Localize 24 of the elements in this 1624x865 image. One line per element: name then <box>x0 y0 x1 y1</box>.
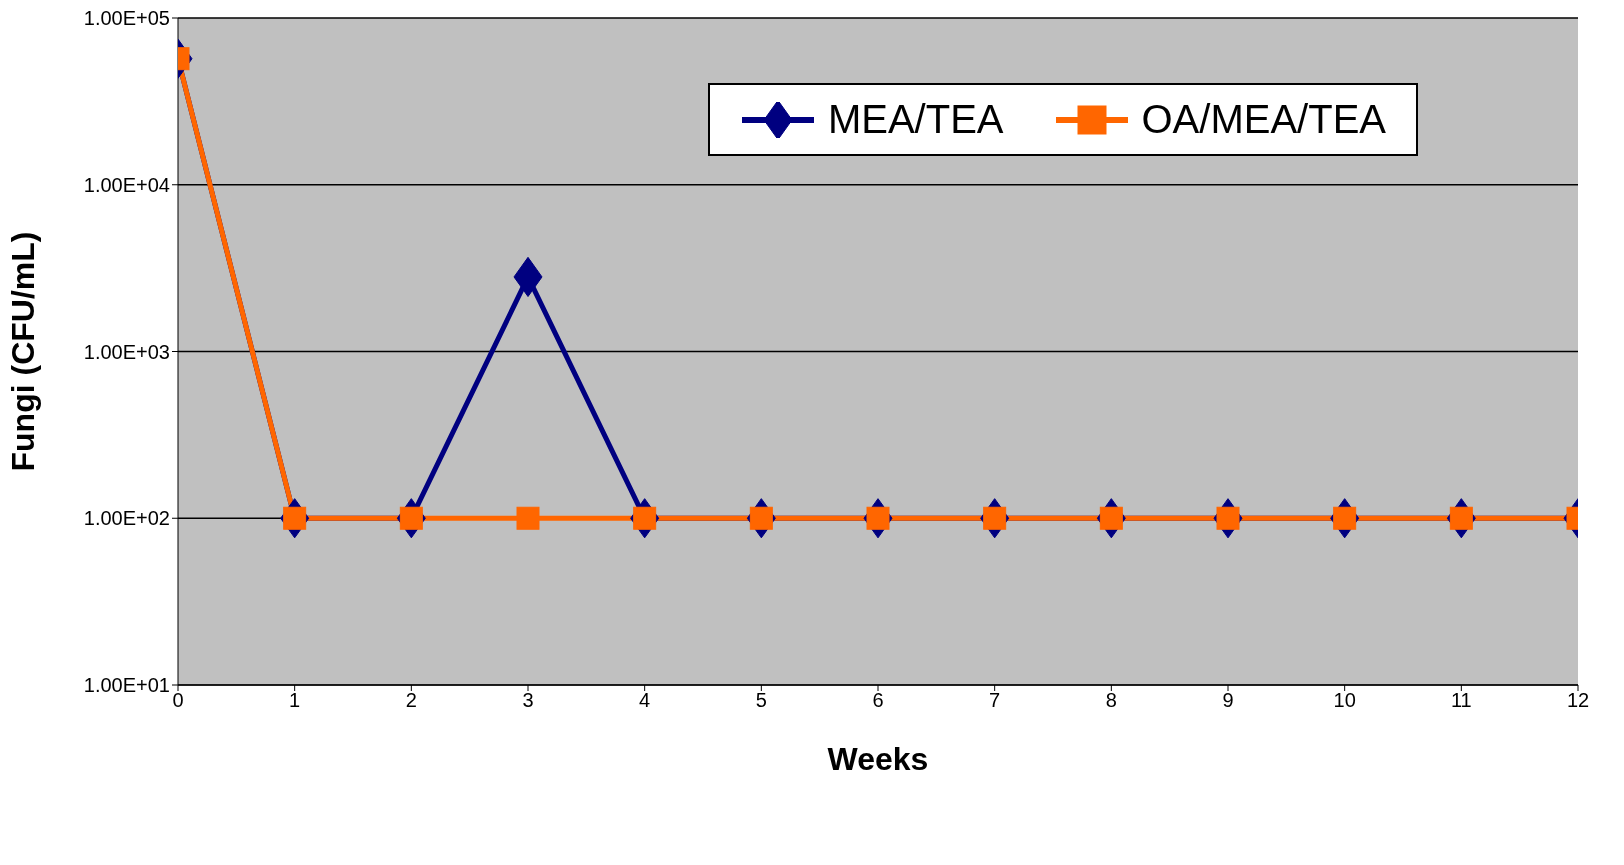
legend-label: OA/MEA/TEA <box>1141 97 1386 142</box>
x-tick-label: 12 <box>1566 689 1590 712</box>
x-tick-label: 6 <box>872 689 884 712</box>
x-tick-label: 4 <box>639 689 651 712</box>
point <box>516 506 540 530</box>
x-tick-label: 10 <box>1333 689 1356 712</box>
x-tick-label: 0 <box>172 689 184 712</box>
x-tick-label: 2 <box>405 689 417 712</box>
x-tick-label: 5 <box>755 689 767 712</box>
x-tick-label: 11 <box>1450 689 1472 712</box>
x-axis-title: Weeks <box>827 741 929 777</box>
x-tick-label: 3 <box>522 689 534 712</box>
x-tick-label: 1 <box>289 689 301 712</box>
y-tick-label: 1.00E+01 <box>83 674 170 697</box>
y-tick-label: 1.00E+02 <box>83 507 170 530</box>
x-tick-label: 8 <box>1105 689 1117 712</box>
y-axis-title: Fungi (CFU/mL) <box>5 231 42 472</box>
legend-label: MEA/TEA <box>827 97 1004 142</box>
y-tick-label: 1.00E+04 <box>83 173 170 196</box>
y-tick-label: 1.00E+05 <box>83 7 170 30</box>
x-tick-label: 7 <box>989 689 1001 712</box>
x-tick-label: 9 <box>1222 689 1234 712</box>
y-tick-label: 1.00E+03 <box>83 340 170 363</box>
point <box>513 256 543 298</box>
